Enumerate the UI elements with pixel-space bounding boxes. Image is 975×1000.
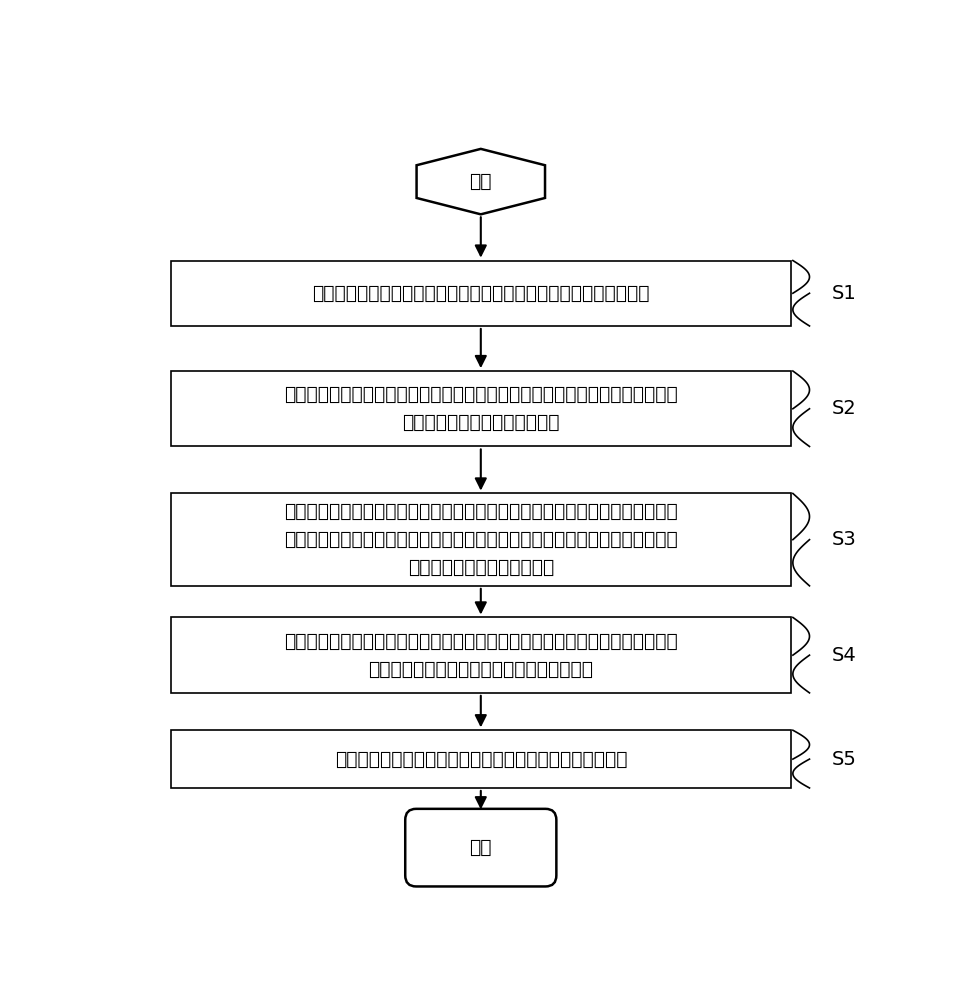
Text: 依据所述订单信息和所述实际工作信息判断所述外包人员是否已离场，所述离场
为所述外包人员结束工作并离开: 依据所述订单信息和所述实际工作信息判断所述外包人员是否已离场，所述离场 为所述外… — [284, 385, 678, 432]
Bar — [171, 617, 791, 693]
Polygon shape — [416, 149, 545, 214]
FancyBboxPatch shape — [406, 809, 557, 886]
Bar — [171, 730, 791, 788]
Text: S4: S4 — [833, 646, 857, 665]
Bar — [171, 371, 791, 446]
Bar — [171, 261, 791, 326]
Text: 若所述外包人员已离场，则判断是否发起所述外包人员的离场签报流程，所述离
场签报流程为外包人员离场后内勤人员发起的、用于确定外包人员离场并处理关
于所述外包人员的: 若所述外包人员已离场，则判断是否发起所述外包人员的离场签报流程，所述离 场签报流… — [284, 502, 678, 577]
Text: S3: S3 — [833, 530, 857, 549]
Text: 若未在预设时间内发起所述离场签报流程，则发出第二警示: 若未在预设时间内发起所述离场签报流程，则发出第二警示 — [334, 750, 627, 769]
Text: 若未发起所述离场签报流程，则发出第一警示；若已发起所述离场签报流程，则
判断是否在预设时间内发起所述离场签报流程: 若未发起所述离场签报流程，则发出第一警示；若已发起所述离场签报流程，则 判断是否… — [284, 632, 678, 679]
Text: S2: S2 — [833, 399, 857, 418]
Text: S5: S5 — [833, 750, 857, 769]
Text: 结束: 结束 — [470, 838, 492, 857]
Bar — [171, 493, 791, 586]
Text: 在管理系统的预设资料库中获取外包人员的订单信息和实际工作信息: 在管理系统的预设资料库中获取外包人员的订单信息和实际工作信息 — [312, 284, 649, 303]
Text: 开始: 开始 — [470, 172, 492, 191]
Text: S1: S1 — [833, 284, 857, 303]
